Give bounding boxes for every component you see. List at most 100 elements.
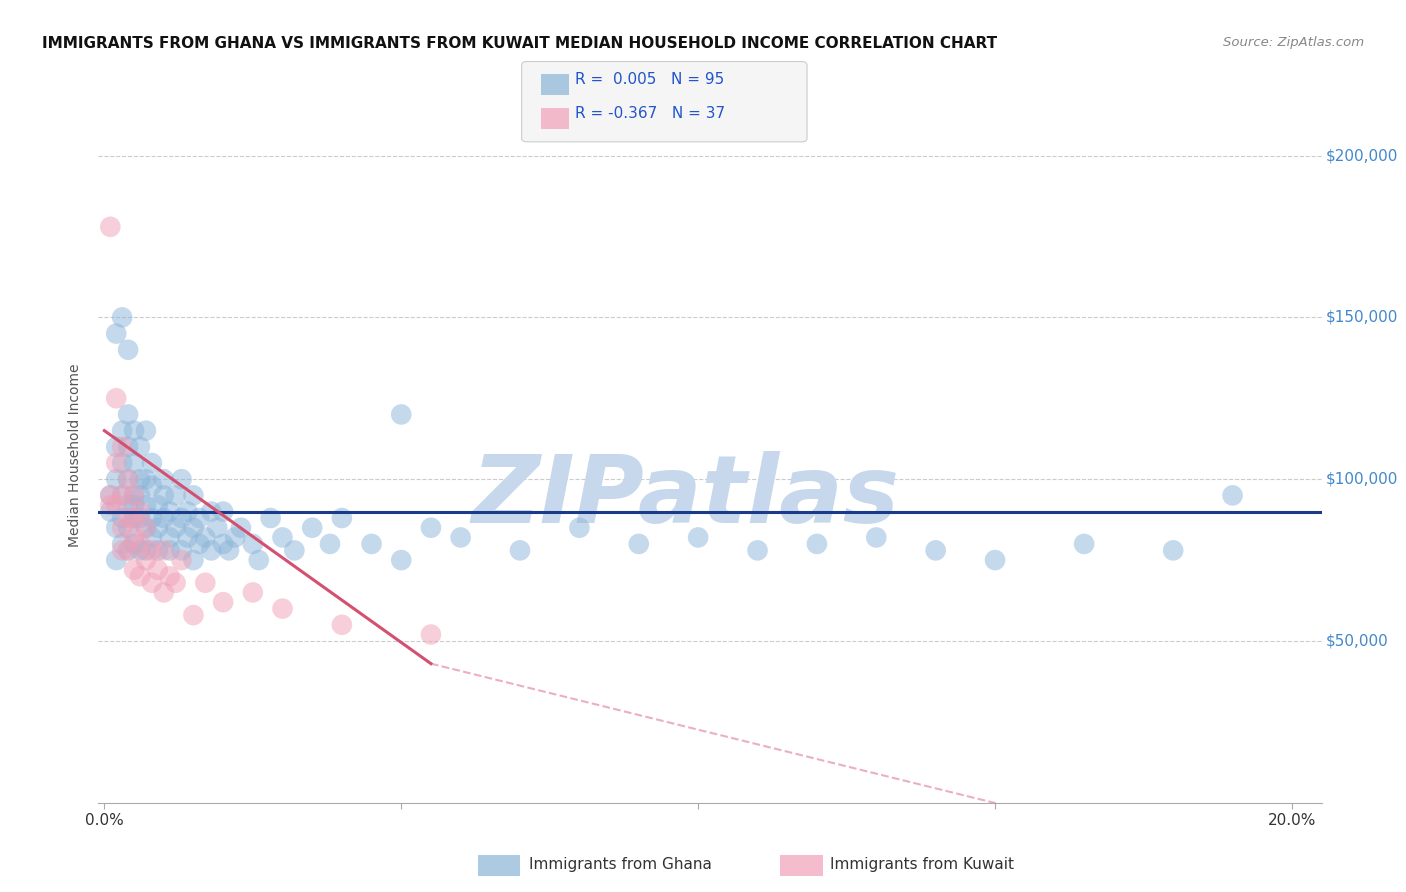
Point — [129, 569, 152, 583]
Point — [117, 543, 139, 558]
Point — [229, 521, 252, 535]
Point — [200, 504, 222, 518]
Point — [924, 543, 946, 558]
Point — [135, 424, 157, 438]
Point — [218, 543, 240, 558]
Point — [117, 472, 139, 486]
Text: Immigrants from Kuwait: Immigrants from Kuwait — [830, 857, 1014, 872]
Point — [117, 343, 139, 357]
Point — [176, 531, 198, 545]
Point — [129, 504, 152, 518]
Point — [122, 537, 145, 551]
Point — [111, 456, 134, 470]
Point — [283, 543, 305, 558]
Point — [117, 543, 139, 558]
Point — [271, 601, 294, 615]
Point — [146, 543, 169, 558]
Text: $50,000: $50,000 — [1326, 633, 1388, 648]
Point — [152, 488, 174, 502]
Text: $100,000: $100,000 — [1326, 472, 1398, 487]
Point — [1222, 488, 1244, 502]
Point — [188, 537, 211, 551]
Point — [242, 537, 264, 551]
Point — [183, 553, 205, 567]
Point — [170, 543, 193, 558]
Text: IMMIGRANTS FROM GHANA VS IMMIGRANTS FROM KUWAIT MEDIAN HOUSEHOLD INCOME CORRELAT: IMMIGRANTS FROM GHANA VS IMMIGRANTS FROM… — [42, 36, 997, 51]
Point — [135, 553, 157, 567]
Point — [747, 543, 769, 558]
Point — [117, 521, 139, 535]
Point — [129, 537, 152, 551]
Y-axis label: Median Household Income: Median Household Income — [69, 363, 83, 547]
Point — [183, 521, 205, 535]
Text: Source: ZipAtlas.com: Source: ZipAtlas.com — [1223, 36, 1364, 49]
Point — [200, 543, 222, 558]
Point — [271, 531, 294, 545]
Point — [165, 488, 187, 502]
Point — [170, 511, 193, 525]
Point — [319, 537, 342, 551]
Point — [188, 511, 211, 525]
Point — [98, 488, 121, 502]
Text: R = -0.367   N = 37: R = -0.367 N = 37 — [575, 106, 725, 121]
Point — [105, 456, 128, 470]
Point — [170, 553, 193, 567]
Point — [224, 531, 246, 545]
Point — [1161, 543, 1184, 558]
Point — [111, 521, 134, 535]
Point — [98, 498, 121, 512]
Text: ZIPatlas: ZIPatlas — [471, 450, 900, 542]
Point — [170, 472, 193, 486]
Point — [450, 531, 472, 545]
Point — [301, 521, 323, 535]
Point — [159, 569, 181, 583]
Point — [117, 440, 139, 454]
Point — [135, 521, 157, 535]
Point — [117, 498, 139, 512]
Point — [105, 553, 128, 567]
Text: R =  0.005   N = 95: R = 0.005 N = 95 — [575, 72, 724, 87]
Point — [159, 543, 181, 558]
Point — [152, 543, 174, 558]
Point — [129, 472, 152, 486]
Point — [205, 521, 228, 535]
Point — [135, 472, 157, 486]
Point — [152, 585, 174, 599]
Point — [330, 511, 353, 525]
Point — [111, 543, 134, 558]
Point — [129, 440, 152, 454]
Point — [194, 531, 217, 545]
Point — [117, 472, 139, 486]
Point — [98, 488, 121, 502]
Point — [688, 531, 710, 545]
Point — [111, 440, 134, 454]
Point — [1073, 537, 1095, 551]
Point — [509, 543, 531, 558]
Point — [122, 456, 145, 470]
Text: $200,000: $200,000 — [1326, 148, 1398, 163]
Point — [176, 504, 198, 518]
Point — [165, 575, 187, 590]
Point — [117, 511, 139, 525]
Point — [330, 617, 353, 632]
Point — [111, 511, 134, 525]
Point — [122, 563, 145, 577]
Point — [146, 521, 169, 535]
Point — [111, 488, 134, 502]
Point — [122, 488, 145, 502]
Point — [98, 219, 121, 234]
Point — [117, 408, 139, 422]
Point — [105, 498, 128, 512]
Point — [389, 408, 412, 422]
Point — [360, 537, 382, 551]
Point — [135, 543, 157, 558]
Point — [111, 537, 134, 551]
Point — [129, 543, 152, 558]
Point — [159, 531, 181, 545]
Point — [247, 553, 270, 567]
Point — [141, 511, 163, 525]
Point — [122, 531, 145, 545]
Point — [122, 488, 145, 502]
Point — [141, 575, 163, 590]
Point — [105, 440, 128, 454]
